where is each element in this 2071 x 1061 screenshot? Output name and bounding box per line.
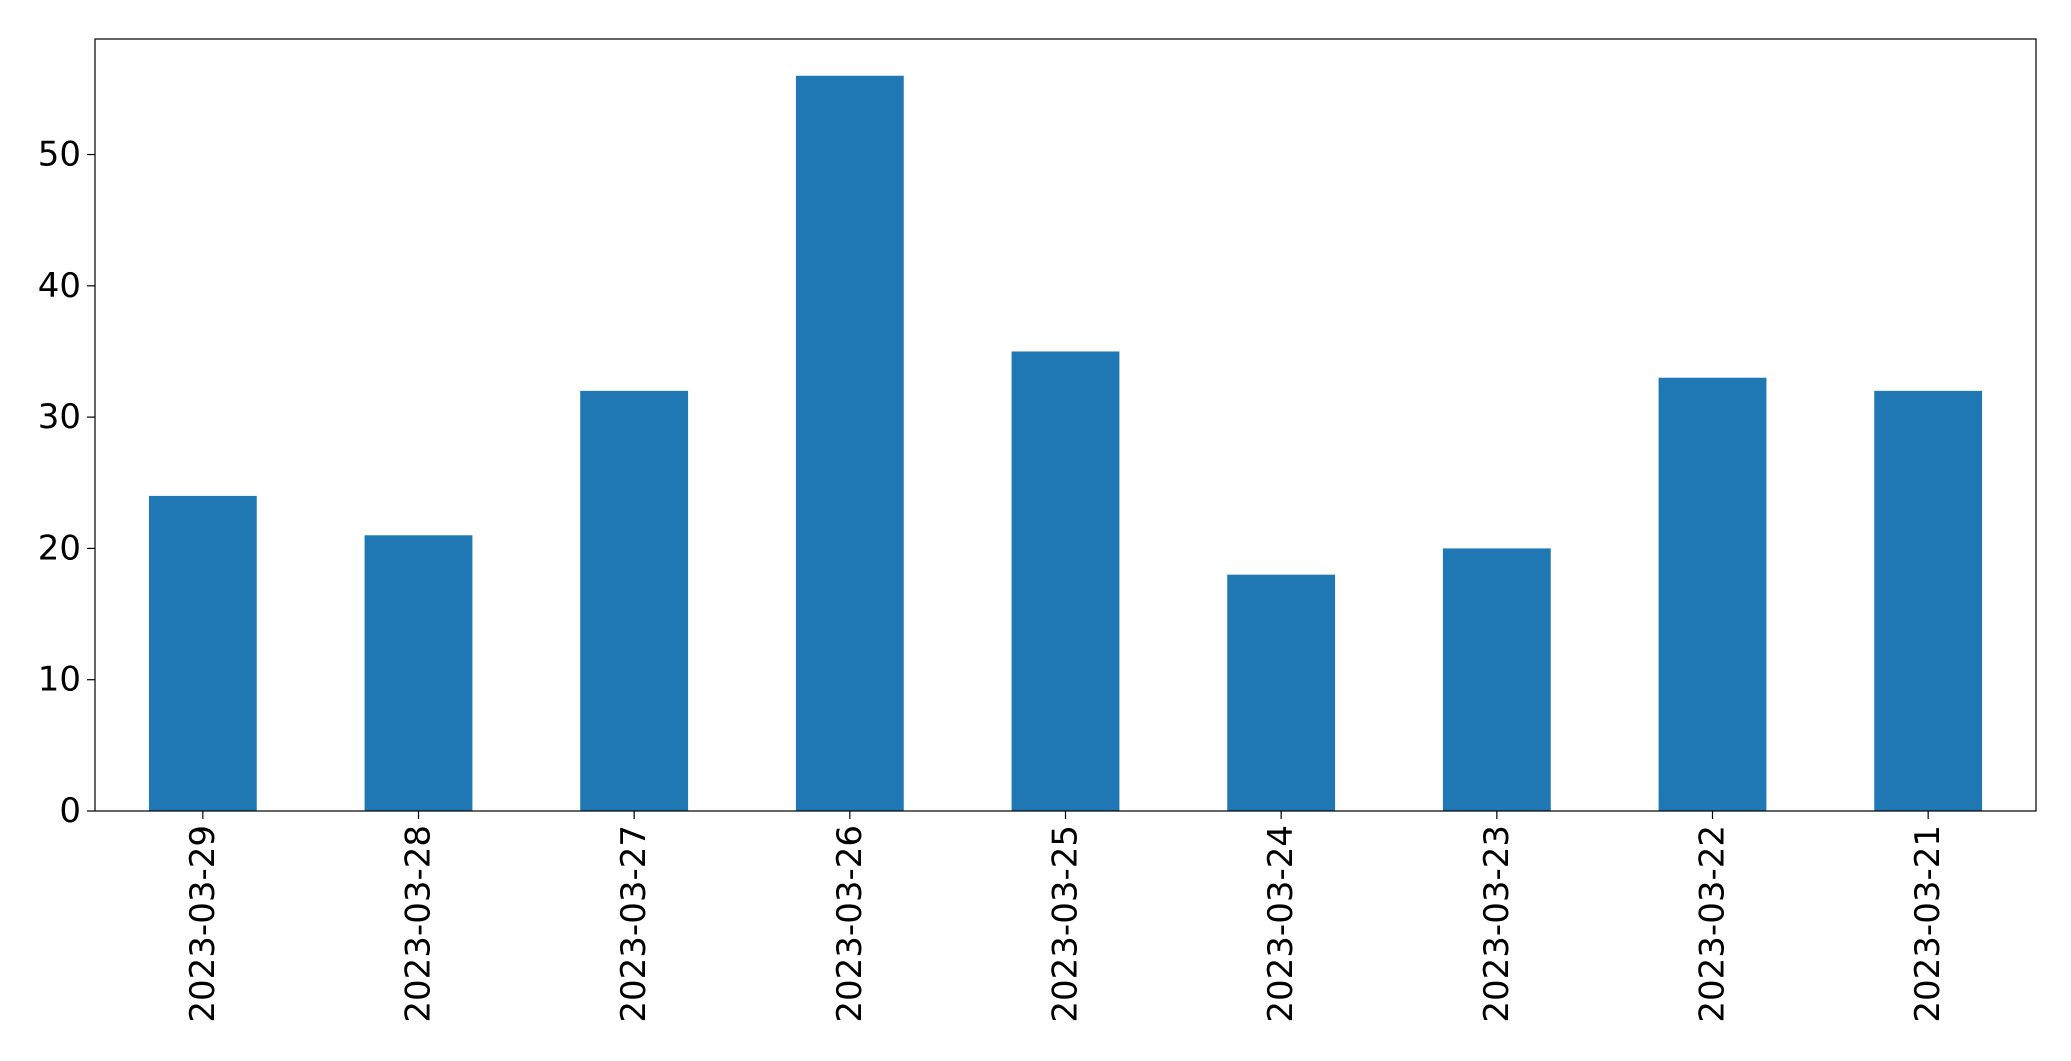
x-tick-label: 2023-03-25 — [1046, 825, 1086, 1023]
y-tick-label: 20 — [38, 528, 81, 568]
bars-group — [148, 75, 1983, 811]
x-tick-label: 2023-03-24 — [1261, 825, 1301, 1023]
x-tick-label: 2023-03-29 — [183, 825, 223, 1023]
bar-2023-03-26 — [795, 75, 904, 811]
bar-2023-03-23 — [1442, 548, 1551, 811]
bar-2023-03-24 — [1227, 574, 1336, 811]
x-tick-label: 2023-03-26 — [830, 825, 870, 1023]
x-tick-label: 2023-03-23 — [1477, 825, 1517, 1023]
x-tick-label: 2023-03-21 — [1908, 825, 1948, 1023]
bar-2023-03-27 — [580, 390, 689, 811]
x-axis: 2023-03-29 2023-03-28 2023-03-27 2023-03-26… — [183, 811, 1948, 1023]
plot-frame — [94, 38, 2037, 812]
bar-2023-03-21 — [1874, 390, 1983, 811]
x-tick-label: 2023-03-22 — [1693, 825, 1733, 1023]
bar-2023-03-28 — [364, 535, 473, 811]
bar-2023-03-22 — [1658, 377, 1767, 811]
x-tick-label: 2023-03-28 — [399, 825, 439, 1023]
y-tick-label: 30 — [38, 397, 81, 437]
y-tick-label: 40 — [38, 266, 81, 306]
x-tick-label: 2023-03-27 — [614, 825, 654, 1023]
y-axis: 0 10 20 30 40 50 — [38, 135, 95, 831]
y-tick-label: 0 — [59, 791, 81, 831]
bar-2023-03-25 — [1011, 351, 1120, 811]
bar-2023-03-29 — [148, 495, 257, 811]
y-tick-label: 50 — [38, 135, 81, 175]
y-tick-label: 10 — [38, 660, 81, 700]
